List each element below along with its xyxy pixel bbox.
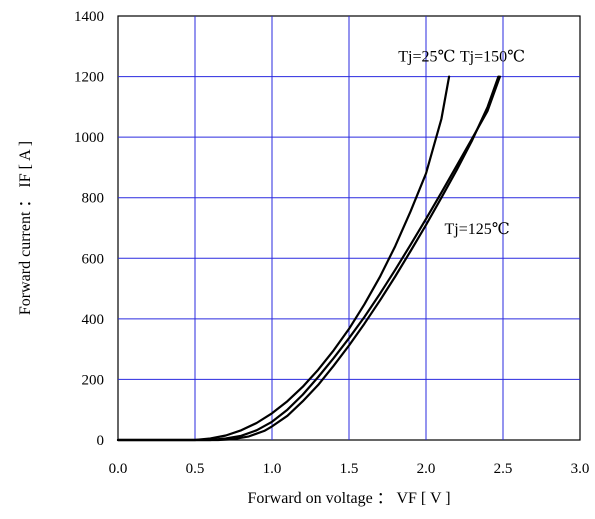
y-tick-label: 1400 [74, 9, 104, 25]
y-tick-label: 1000 [74, 130, 104, 146]
y-tick-label: 1200 [74, 70, 104, 86]
series-layer [116, 75, 501, 442]
x-tick-label: 2.5 [494, 461, 513, 477]
y-tick-label: 600 [82, 251, 105, 267]
x-tick-label: 3.0 [571, 461, 590, 477]
series-line-tj-25 [116, 75, 451, 442]
y-tick-labels: 0 200 400 600 800 1000 1200 1400 [74, 9, 104, 449]
x-tick-labels: 0.0 0.5 1.0 1.5 2.0 2.5 3.0 [109, 461, 590, 477]
series-annotation: Tj=150℃ [460, 48, 525, 65]
grid [118, 16, 580, 440]
series-annotation: Tj=125℃ [444, 221, 509, 238]
series-annotations: Tj=25℃ Tj=150℃ Tj=125℃ [398, 48, 525, 238]
y-axis-title: Forward current ： IF [ A ] [17, 141, 34, 315]
y-tick-label: 800 [82, 191, 105, 207]
series-annotation: Tj=25℃ [398, 48, 455, 65]
y-tick-label: 0 [97, 433, 105, 449]
x-tick-label: 2.0 [417, 461, 436, 477]
x-tick-label: 0.0 [109, 461, 128, 477]
y-tick-label: 200 [82, 372, 105, 388]
x-tick-label: 1.0 [263, 461, 282, 477]
x-tick-label: 1.5 [340, 461, 359, 477]
x-axis-title: Forward on voltage ： VF [ V ] [247, 490, 450, 507]
y-tick-label: 400 [82, 312, 105, 328]
x-tick-label: 0.5 [186, 461, 205, 477]
series-line-tj-150 [116, 75, 500, 442]
series-line-tj-125 [116, 75, 501, 442]
